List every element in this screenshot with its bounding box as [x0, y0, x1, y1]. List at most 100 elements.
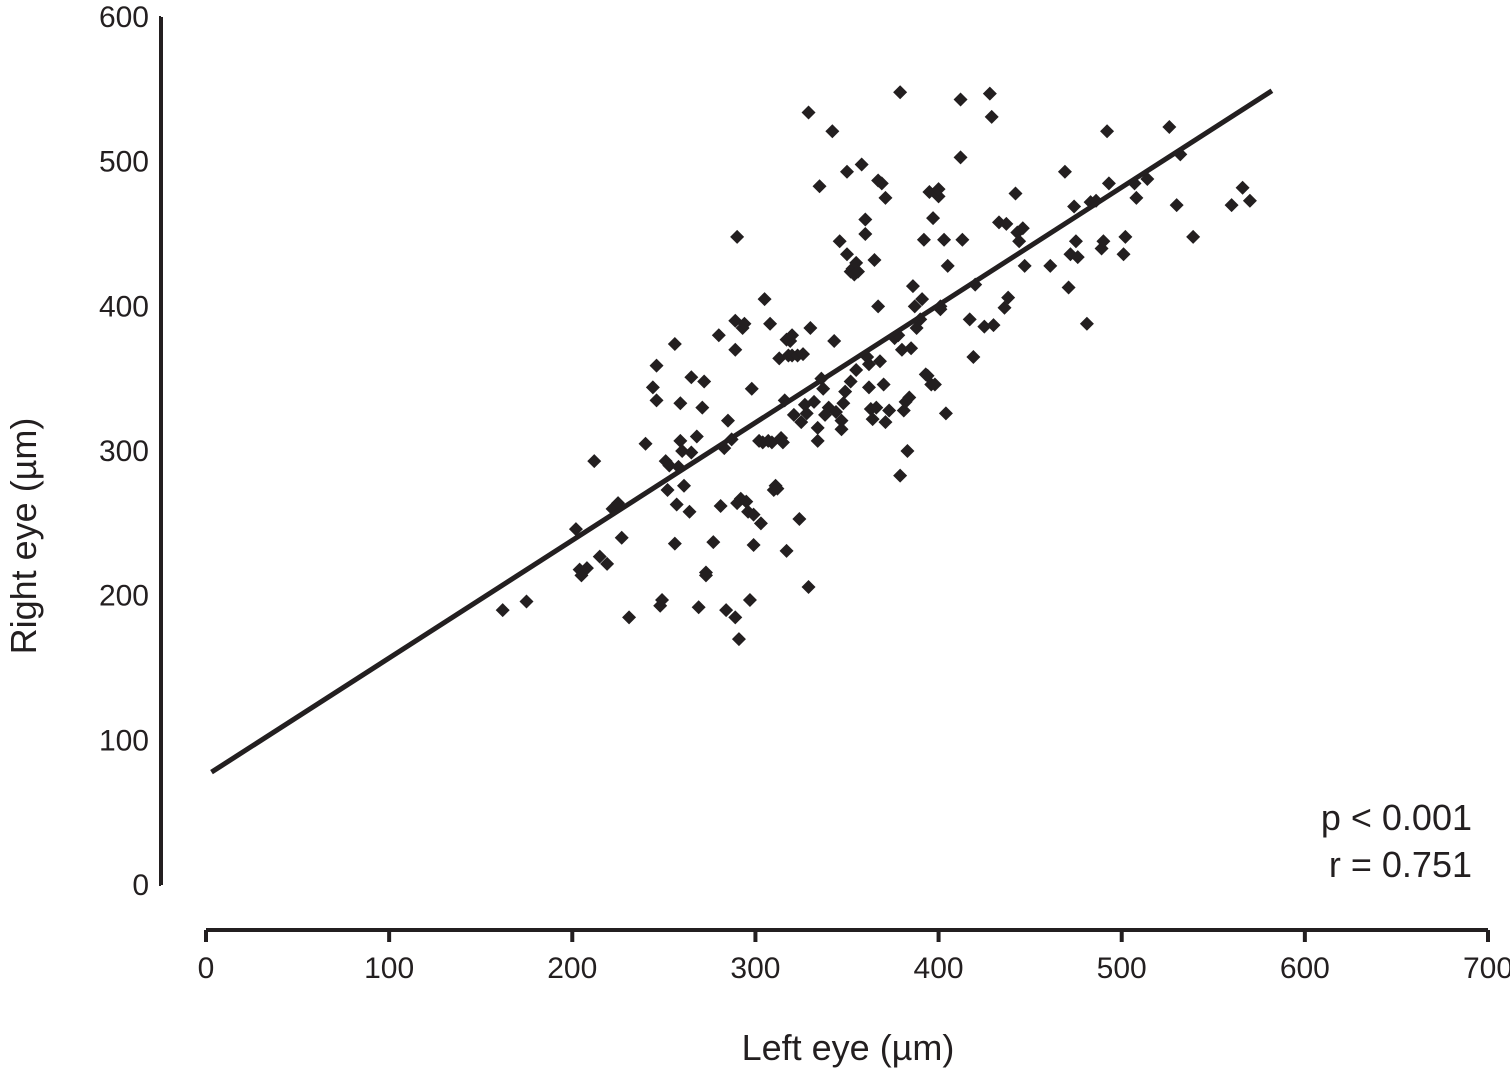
data-point	[519, 594, 534, 609]
data-point	[1057, 164, 1072, 179]
data-point	[878, 415, 893, 430]
data-point	[874, 176, 889, 191]
data-point	[801, 105, 816, 120]
data-point	[684, 370, 699, 385]
data-point	[662, 458, 677, 473]
data-point	[763, 316, 778, 331]
data-point	[799, 406, 814, 421]
data-point	[785, 328, 800, 343]
data-point	[876, 377, 891, 392]
r-value-annotation: r = 0.751	[1329, 844, 1472, 885]
y-tick-label: 400	[99, 290, 149, 323]
data-point	[926, 211, 941, 226]
data-point	[812, 179, 827, 194]
data-point	[579, 561, 594, 576]
data-point	[858, 227, 873, 241]
x-tick-label: 0	[198, 952, 215, 985]
data-point	[792, 511, 807, 526]
data-point	[757, 292, 772, 307]
data-point	[861, 357, 876, 372]
regression-line	[210, 88, 1274, 775]
data-point	[872, 354, 887, 369]
data-point	[893, 468, 908, 483]
data-point	[600, 556, 615, 571]
data-point	[682, 504, 697, 519]
data-point	[986, 318, 1001, 333]
data-points	[495, 85, 1257, 647]
data-point	[810, 420, 825, 435]
data-point	[713, 498, 728, 513]
data-point	[900, 444, 915, 458]
data-point	[1224, 198, 1239, 213]
data-point	[1162, 119, 1177, 134]
data-point	[854, 157, 869, 172]
data-point	[786, 407, 801, 422]
data-point	[691, 600, 706, 615]
x-tick-label: 300	[730, 952, 780, 985]
data-point	[931, 189, 946, 204]
y-tick-label: 300	[99, 435, 149, 468]
data-point	[1186, 229, 1201, 244]
data-point	[753, 516, 768, 531]
data-point	[1242, 193, 1257, 208]
data-point	[669, 497, 684, 512]
y-tick-label: 500	[99, 146, 149, 179]
data-point	[1079, 316, 1094, 331]
x-tick-label: 700	[1463, 952, 1510, 985]
y-tick-label: 100	[99, 724, 149, 757]
data-point	[966, 349, 981, 364]
data-point	[706, 535, 721, 550]
data-point	[719, 603, 734, 618]
data-point	[1067, 199, 1082, 214]
data-point	[836, 396, 851, 411]
data-point	[940, 258, 955, 273]
data-point	[840, 247, 854, 262]
data-point	[695, 400, 710, 415]
data-point	[697, 374, 712, 389]
data-point	[746, 538, 761, 553]
data-point	[829, 404, 844, 419]
data-point	[832, 234, 847, 249]
data-point	[660, 483, 675, 498]
data-point	[770, 481, 785, 496]
y-tick-label: 0	[132, 869, 149, 902]
data-point	[737, 316, 752, 331]
data-point	[916, 232, 931, 247]
data-point	[882, 403, 897, 418]
data-point	[858, 212, 873, 227]
data-point	[1068, 234, 1083, 249]
data-point	[931, 182, 946, 197]
data-point	[1169, 198, 1184, 213]
data-point	[803, 321, 818, 336]
data-point	[1101, 176, 1116, 191]
x-tick-label: 600	[1280, 952, 1330, 985]
data-point	[878, 190, 893, 205]
data-point	[1235, 180, 1250, 195]
data-point	[869, 400, 884, 415]
data-point	[720, 413, 735, 428]
x-tick-label: 200	[547, 952, 597, 985]
data-point	[902, 390, 917, 405]
data-point	[711, 328, 726, 343]
data-point	[730, 229, 745, 244]
data-point	[1096, 234, 1111, 249]
data-point	[834, 422, 849, 437]
data-point	[495, 603, 510, 618]
x-axis-title: Left eye (µm)	[742, 1027, 955, 1068]
data-point	[977, 319, 992, 334]
p-value-annotation: p < 0.001	[1321, 797, 1472, 838]
data-point	[731, 632, 746, 647]
data-point	[775, 435, 790, 450]
data-point	[1001, 290, 1016, 305]
data-point	[742, 593, 757, 608]
data-point	[849, 362, 864, 377]
data-point	[807, 394, 822, 409]
data-point	[865, 412, 880, 427]
data-point	[834, 413, 849, 428]
data-point	[794, 415, 809, 430]
data-point	[638, 436, 653, 451]
data-point	[689, 429, 704, 444]
data-point	[746, 507, 761, 522]
